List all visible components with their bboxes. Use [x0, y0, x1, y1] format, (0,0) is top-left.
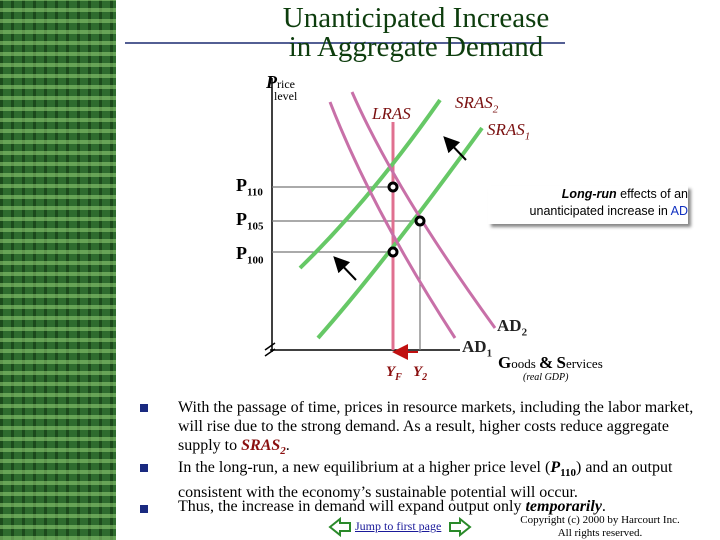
label-part: 2 [422, 372, 428, 383]
bullet-text: Thus, the increase in demand will expand… [178, 497, 698, 516]
label-part: oods [511, 356, 536, 371]
equilibrium-point [387, 181, 399, 193]
next-arrow[interactable] [449, 516, 472, 538]
x-axis-note: (real GDP) [523, 372, 569, 383]
text-segment: Thus, the increase in demand will expand… [178, 498, 526, 515]
label-part: P [236, 209, 247, 229]
equilibrium-point [387, 246, 399, 258]
bullet-marker [140, 505, 148, 513]
text-segment: In the long-run, a new equilibrium at a … [178, 459, 551, 476]
label-part: SRAS [487, 120, 525, 139]
sras1-curve [316, 126, 484, 340]
y-axis-label: Price [266, 72, 295, 93]
label-part: ervices [565, 356, 603, 371]
copyright-line: All rights reserved. [557, 527, 643, 539]
text-segment: With the passage of time, prices in reso… [178, 399, 694, 454]
label-part: 100 [247, 254, 264, 267]
label-part: 1 [524, 130, 531, 143]
label-part: Y [386, 364, 396, 380]
label-part: G [498, 353, 512, 372]
ad1-curve [328, 101, 457, 339]
label-part: Y [413, 364, 423, 380]
x-axis-label: Goods & Services [498, 353, 603, 373]
first-page-link[interactable]: Jump to first page [355, 519, 442, 533]
bullet-text: In the long-run, a new equilibrium at a … [178, 458, 698, 502]
shift-arrow [333, 256, 357, 281]
label-part: 2 [492, 103, 499, 116]
label-part: P [236, 175, 247, 195]
label-part: AD [462, 337, 487, 356]
y-axis-label: level [274, 89, 298, 103]
axis-break [264, 342, 276, 351]
text-segment: 2 [280, 445, 286, 458]
label-part: S [556, 353, 566, 372]
label-part: 105 [247, 220, 264, 233]
label-part: P [266, 72, 277, 92]
text-segment: ) and an output consistent with the econ… [178, 459, 673, 502]
bullet-marker [140, 464, 148, 472]
sras2-curve [298, 98, 442, 270]
label-part: & [539, 353, 554, 372]
label-part: rice [277, 77, 295, 91]
bullet-marker [140, 404, 148, 412]
prev-arrow[interactable] [328, 516, 351, 538]
label-part: F [395, 372, 402, 383]
price-label: P100 [236, 243, 264, 267]
price-label: P105 [236, 209, 264, 233]
shift-arrow [443, 136, 467, 161]
price-label: P110 [236, 175, 263, 199]
title-line: in Aggregate Demand [288, 31, 544, 63]
text-segment: P [550, 459, 561, 476]
label-part: 110 [247, 186, 263, 199]
curve-label: SRAS2 [455, 93, 498, 115]
curve-label: AD1 [462, 337, 492, 359]
label-part: SRAS [455, 93, 493, 112]
text-segment: . [601, 498, 606, 515]
label-part: AD [497, 316, 522, 335]
text-segment: effects of an unanticipated increase in [529, 187, 688, 218]
bullet-text: With the passage of time, prices in reso… [178, 398, 698, 461]
text-segment: temporarily [525, 498, 602, 515]
text-segment: SRAS [241, 437, 281, 454]
output-label: YF [386, 364, 402, 383]
axis-break [264, 348, 276, 357]
ad2-curve [350, 91, 497, 329]
copyright: Copyright (c) 2000 by Harcourt Inc. All r… [500, 514, 700, 540]
text-segment: Long-run [561, 187, 617, 201]
label-part: 2 [521, 326, 528, 339]
copyright-line: Copyright (c) 2000 by Harcourt Inc. [520, 514, 680, 526]
curve-label: AD2 [497, 316, 527, 338]
text-segment: AD [670, 204, 688, 218]
text-segment: . [285, 437, 290, 454]
curve-label: SRAS1 [487, 120, 530, 142]
label-part: 1 [486, 347, 493, 360]
curve-label: LRAS [372, 104, 411, 123]
decorative-strip [0, 0, 116, 540]
label-part: P [236, 243, 247, 263]
output-label: Y2 [413, 364, 427, 383]
callout: Long-run effects of an unanticipated inc… [488, 186, 688, 224]
text-segment: 110 [560, 467, 576, 480]
equilibrium-point [414, 215, 426, 227]
title-line: Unanticipated Increase [282, 2, 550, 34]
